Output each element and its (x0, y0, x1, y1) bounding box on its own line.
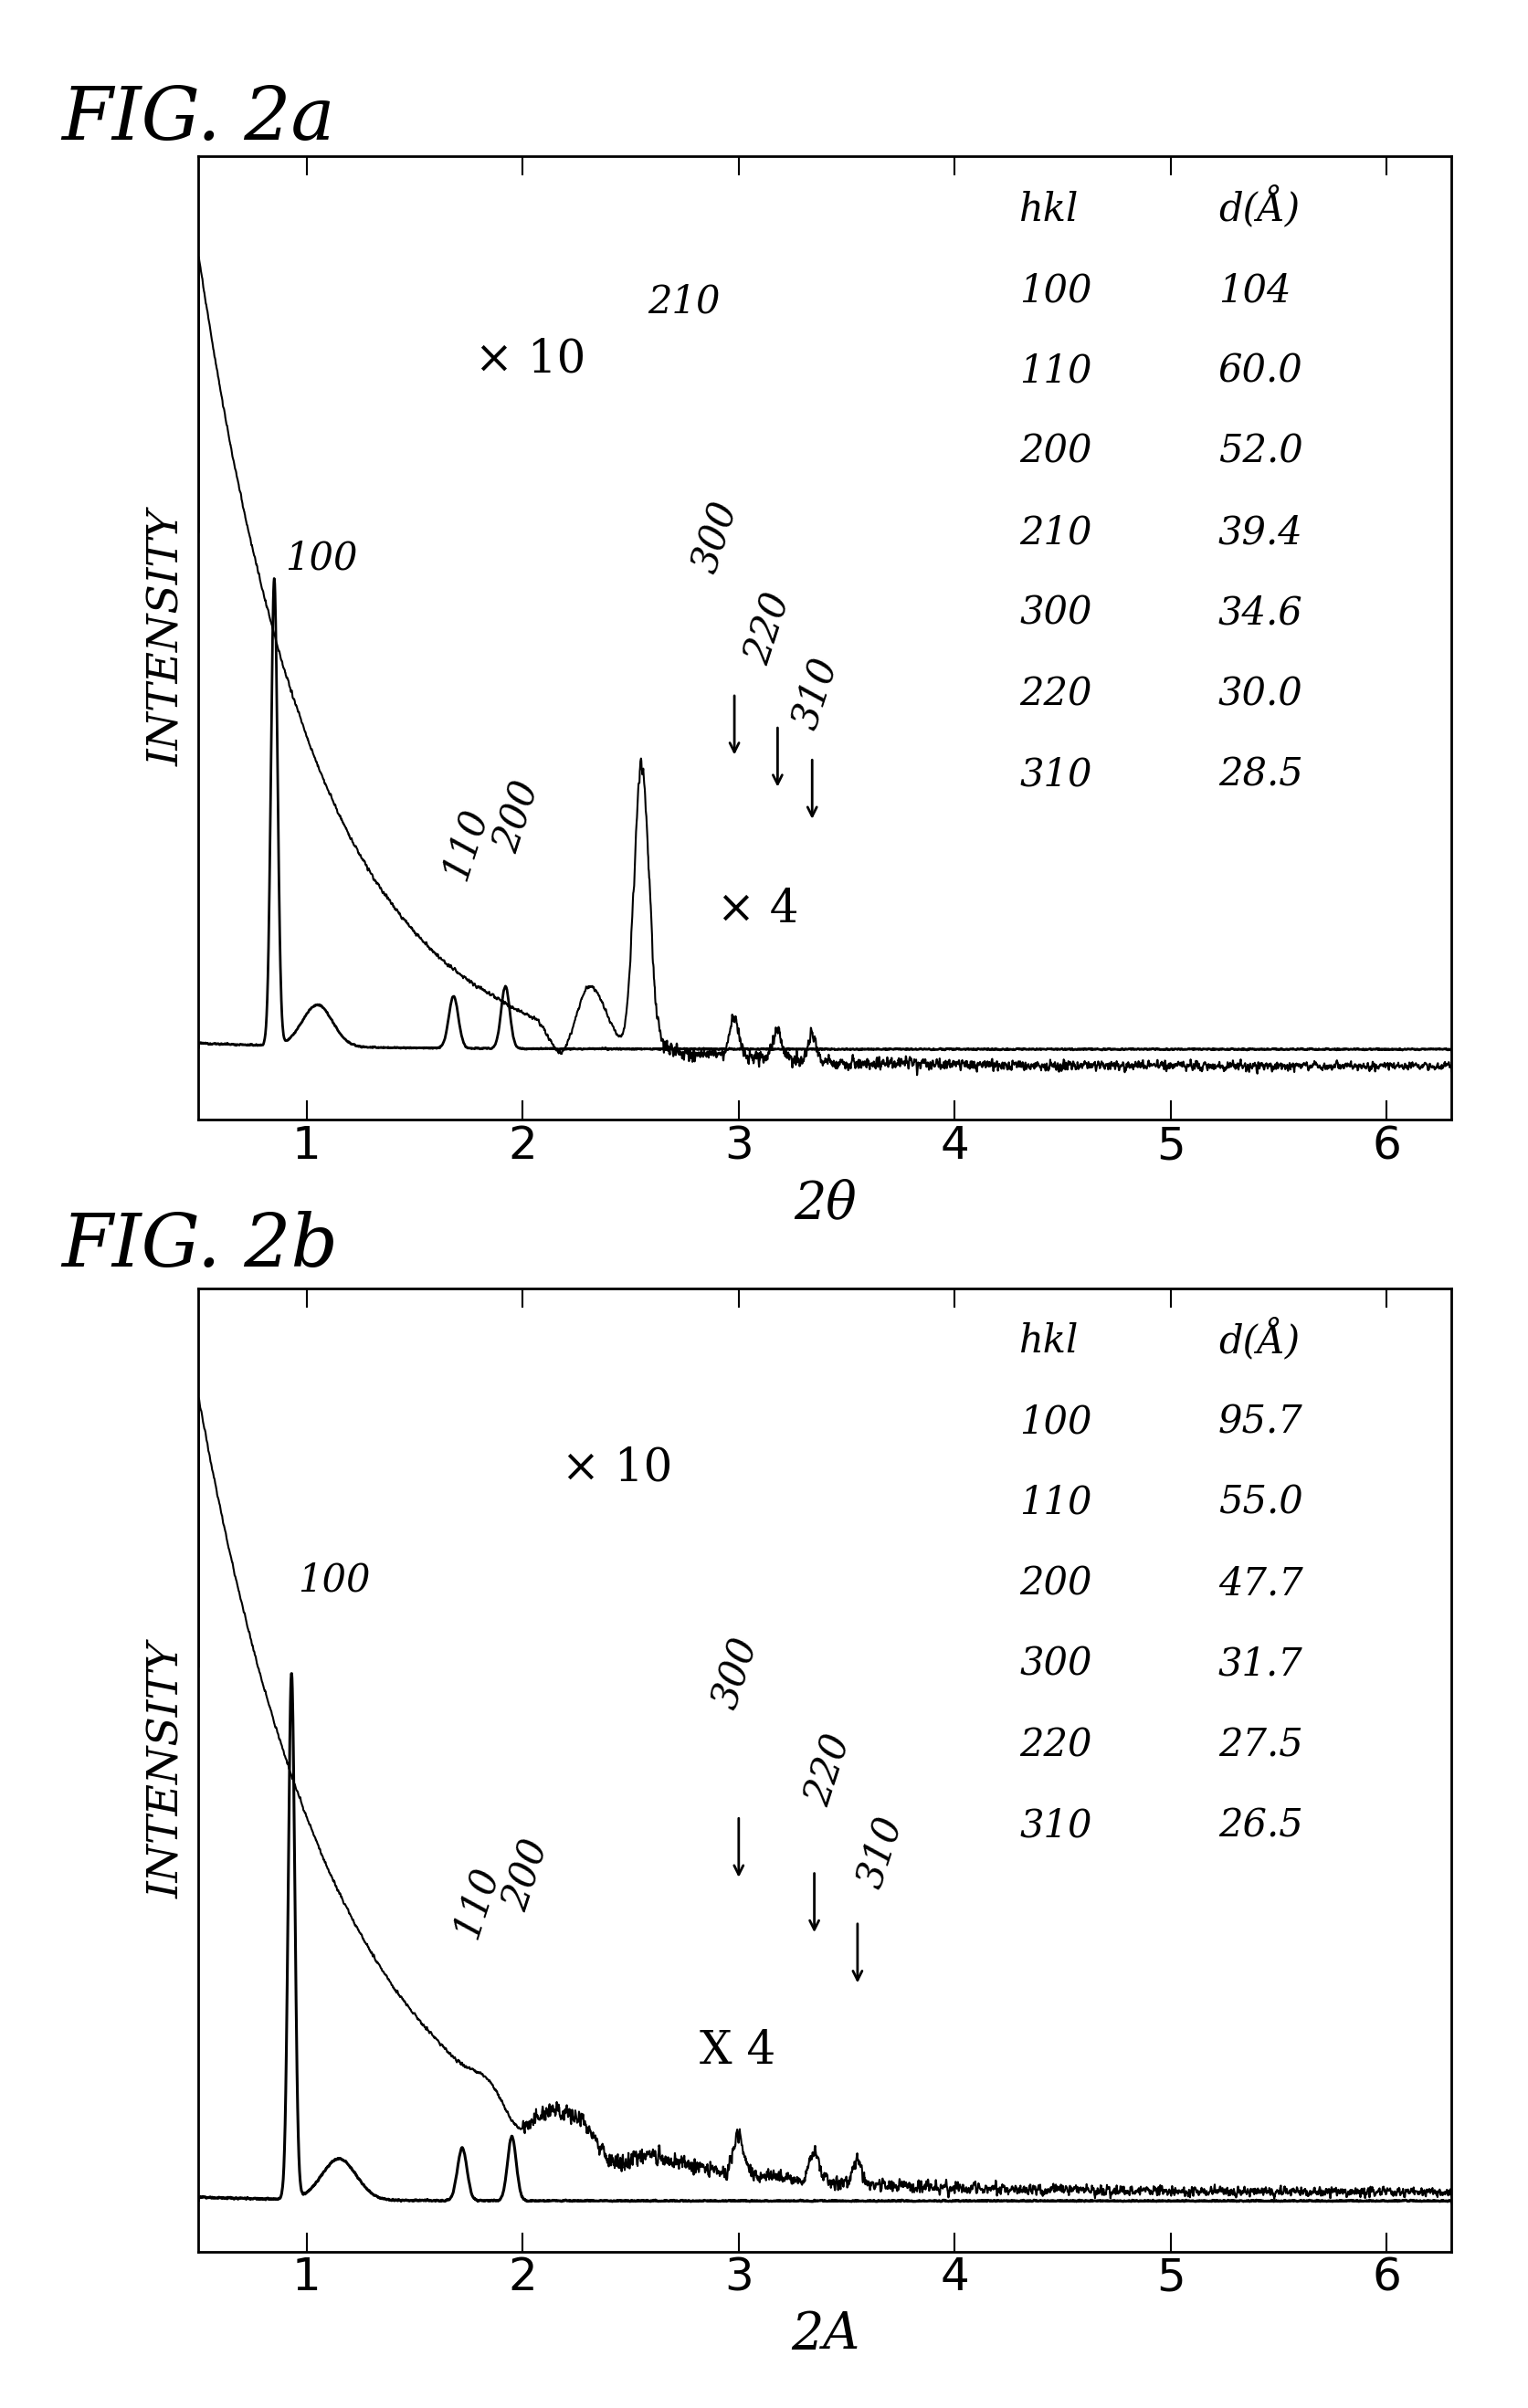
Text: 310: 310 (1019, 1806, 1093, 1845)
Text: 28.5: 28.5 (1218, 756, 1303, 795)
Text: 310: 310 (787, 653, 845, 734)
Y-axis label: INTENSITY: INTENSITY (147, 1642, 188, 1898)
Text: × 10: × 10 (475, 337, 587, 383)
Text: FIG. 2a: FIG. 2a (61, 84, 335, 154)
Text: 300: 300 (688, 496, 746, 578)
Text: 110: 110 (437, 804, 495, 884)
Text: 104: 104 (1218, 272, 1291, 311)
Text: 210: 210 (1019, 513, 1093, 551)
Text: d(Å): d(Å) (1218, 185, 1300, 229)
X-axis label: 2θ: 2θ (793, 1178, 857, 1228)
Text: FIG. 2b: FIG. 2b (61, 1211, 338, 1281)
Text: 310: 310 (1019, 756, 1093, 795)
Text: 100: 100 (1019, 272, 1093, 311)
Text: 220: 220 (1019, 674, 1093, 713)
Text: 100: 100 (298, 1560, 371, 1599)
Text: 95.7: 95.7 (1218, 1404, 1303, 1442)
Text: d(Å): d(Å) (1218, 1317, 1300, 1361)
Text: hkl: hkl (1019, 1322, 1079, 1361)
Text: 110: 110 (1019, 352, 1093, 390)
Text: 110: 110 (448, 1861, 506, 1943)
Text: 220: 220 (799, 1729, 859, 1811)
Text: 30.0: 30.0 (1218, 674, 1303, 713)
Y-axis label: INTENSITY: INTENSITY (147, 510, 188, 766)
Text: 47.7: 47.7 (1218, 1565, 1303, 1604)
Text: 300: 300 (706, 1633, 766, 1714)
Text: 60.0: 60.0 (1218, 352, 1303, 390)
Text: 27.5: 27.5 (1218, 1727, 1303, 1765)
Text: 220: 220 (738, 588, 798, 669)
Text: 200: 200 (1019, 433, 1093, 472)
Text: 210: 210 (648, 282, 721, 320)
Text: 220: 220 (1019, 1727, 1093, 1765)
Text: 200: 200 (487, 775, 547, 857)
Text: 300: 300 (1019, 595, 1093, 633)
Text: 310: 310 (851, 1811, 911, 1893)
Text: × 10: × 10 (562, 1445, 672, 1491)
X-axis label: 2A: 2A (790, 2309, 860, 2360)
Text: 39.4: 39.4 (1218, 513, 1303, 551)
Text: 100: 100 (286, 539, 358, 578)
Text: hkl: hkl (1019, 190, 1079, 229)
Text: 200: 200 (497, 1835, 556, 1917)
Text: 300: 300 (1019, 1645, 1093, 1683)
Text: × 4: × 4 (717, 889, 799, 932)
Text: 110: 110 (1019, 1483, 1093, 1522)
Text: 55.0: 55.0 (1218, 1483, 1303, 1522)
Text: 52.0: 52.0 (1218, 433, 1303, 472)
Text: 31.7: 31.7 (1218, 1645, 1303, 1683)
Text: X 4: X 4 (700, 2028, 776, 2073)
Text: 100: 100 (1019, 1404, 1093, 1442)
Text: 26.5: 26.5 (1218, 1806, 1303, 1845)
Text: 200: 200 (1019, 1565, 1093, 1604)
Text: 34.6: 34.6 (1218, 595, 1303, 633)
